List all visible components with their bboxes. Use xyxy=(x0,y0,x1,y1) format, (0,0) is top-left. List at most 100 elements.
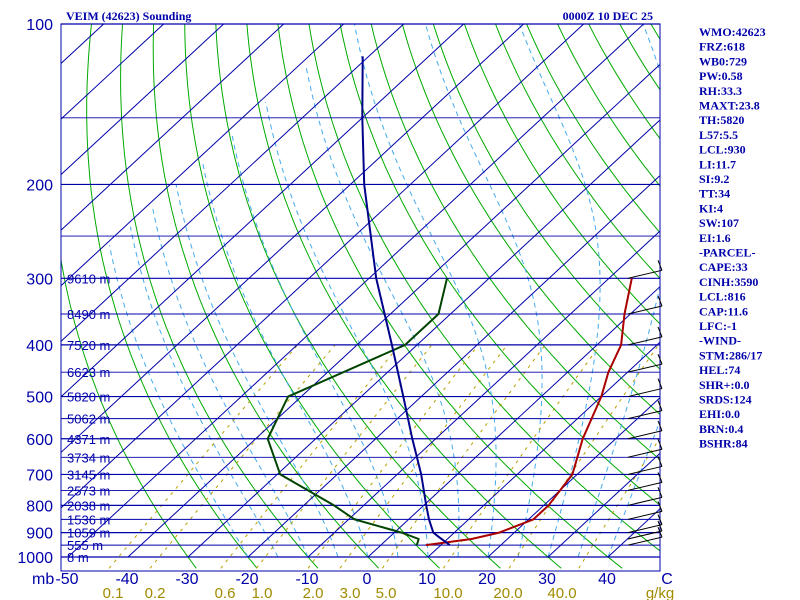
mixing-ratio-line xyxy=(220,344,400,569)
wind-barb-flag xyxy=(657,526,663,538)
height-label: 2038 m xyxy=(67,498,110,513)
chart-title: VEIM (42623) Sounding xyxy=(66,9,191,23)
isotherm-line xyxy=(187,119,660,558)
stability-index: RH:33.3 xyxy=(699,84,742,98)
wind-barb-flag xyxy=(657,501,663,512)
dry-adiabat-line xyxy=(308,24,660,552)
height-label: 8 m xyxy=(67,550,89,565)
stability-index: BRN:0.4 xyxy=(699,422,743,436)
temperature-tick-label: 40 xyxy=(598,571,616,588)
moist-adiabat-line xyxy=(518,24,601,558)
mixing-ratio-labels: 0.1 0.2 0.6 1.0 2.0 3.0 5.0 10.0 20.0 40.0 g/kg xyxy=(103,585,675,600)
dry-adiabat-line xyxy=(215,24,501,569)
isotherms xyxy=(61,24,660,558)
moist-adiabats xyxy=(109,24,660,558)
dry-adiabat-line xyxy=(246,24,562,569)
dry-adiabat-line xyxy=(432,24,660,370)
temperature-tick-label: -40 xyxy=(115,571,138,588)
height-label: 6623 m xyxy=(67,365,110,380)
wind-barb-flag xyxy=(657,487,663,498)
wind-barb xyxy=(627,530,663,540)
stability-index: KI:4 xyxy=(699,201,723,215)
isotherm-line xyxy=(247,174,660,558)
stability-index: TT:34 xyxy=(699,187,730,201)
wind-barb-flag xyxy=(657,295,663,307)
mixing-ratio-line xyxy=(339,344,508,569)
pressure-tick-label: 300 xyxy=(26,271,53,288)
dry-adiabat-line xyxy=(401,24,660,416)
dry-adiabat-line xyxy=(339,24,660,506)
temperature-tick-labels: -50 -40 -30 -20 -10 0 10 20 30 40 C xyxy=(55,571,672,588)
stability-index: CINH:3590 xyxy=(699,275,758,289)
wind-barb-flag xyxy=(657,326,663,338)
dry-adiabats xyxy=(61,24,660,569)
dry-adiabat-line xyxy=(120,24,319,569)
stability-indices-panel: WMO:42623FRZ:618WB0:729PW:0.58RH:33.3MAX… xyxy=(699,25,766,451)
temperature-tick-label: 0 xyxy=(363,571,372,588)
stability-index: L57:5.5 xyxy=(699,128,738,142)
isotherm-line xyxy=(547,452,660,558)
moist-adiabat-line xyxy=(151,206,309,558)
mixing-ratio-label: 20.0 xyxy=(493,585,522,600)
moist-adiabat-line xyxy=(201,159,369,558)
dry-adiabat-line xyxy=(494,24,660,280)
dry-adiabat-line xyxy=(184,24,440,569)
wind-barb-flag xyxy=(657,520,663,532)
mixing-ratio-label: 3.0 xyxy=(340,585,361,600)
stability-index: LI:11.7 xyxy=(699,157,736,171)
height-label: 3145 m xyxy=(67,467,110,482)
height-label: 4371 m xyxy=(67,432,110,447)
stability-index: PW:0.58 xyxy=(699,69,743,83)
mixing-ratio-lines xyxy=(108,344,660,569)
moist-adiabat-line xyxy=(129,226,279,558)
isotherm-line xyxy=(367,285,660,558)
isotherm-line xyxy=(67,24,644,558)
dry-adiabat-line xyxy=(370,24,660,461)
chart-time: 0000Z 10 DEC 25 xyxy=(563,9,653,23)
mixing-ratio-line xyxy=(108,344,299,569)
wind-barb xyxy=(627,536,663,546)
wind-barb-flag xyxy=(657,400,663,411)
height-label: 9610 m xyxy=(67,271,110,286)
stability-index: CAP:11.6 xyxy=(699,304,748,318)
parcel-profile xyxy=(361,56,451,546)
pressure-tick-label: 900 xyxy=(26,526,53,543)
stability-index: BSHR:84 xyxy=(699,437,748,451)
height-label: 555 m xyxy=(67,538,103,553)
stability-index: LFC:-1 xyxy=(699,319,737,333)
moist-adiabat-line xyxy=(305,66,460,558)
stability-index: FRZ:618 xyxy=(699,40,745,54)
height-label: 5820 m xyxy=(67,390,110,405)
moist-adiabat-line xyxy=(353,24,497,558)
height-label: 1536 m xyxy=(67,512,110,527)
isotherm-line xyxy=(427,341,660,558)
stability-index: MAXT:23.8 xyxy=(699,99,760,113)
height-label: 8490 m xyxy=(67,307,110,322)
pressure-tick-label: 700 xyxy=(26,467,53,484)
stability-index: LCL:816 xyxy=(699,290,746,304)
wind-barb xyxy=(627,336,663,346)
stability-index: EI:1.6 xyxy=(699,231,731,245)
height-label: 3734 m xyxy=(67,450,110,465)
isotherm-line xyxy=(307,230,660,558)
temperature-tick-label: 30 xyxy=(538,571,556,588)
temperature-tick-label: -20 xyxy=(235,571,258,588)
mixing-ratio-label: 0.1 xyxy=(103,585,124,600)
wind-barb xyxy=(627,269,663,279)
stability-index: CAPE:33 xyxy=(699,260,748,274)
mixing-ratio-line xyxy=(149,344,336,569)
wind-barb-flag xyxy=(657,260,663,271)
mixing-ratio-line xyxy=(442,344,601,569)
temperature-tick-label: C xyxy=(661,571,673,588)
pressure-unit-label: mb xyxy=(32,571,54,588)
moist-adiabat-line xyxy=(265,101,429,558)
wind-barb xyxy=(627,496,663,506)
dry-adiabat-line xyxy=(86,24,258,569)
wind-barb xyxy=(627,305,663,315)
mixing-ratio-label: 1.0 xyxy=(252,585,273,600)
pressure-tick-labels: 100 200 300 400 500 600 700 800 900 1000 xyxy=(17,17,53,567)
dry-adiabat-line xyxy=(463,24,660,325)
mixing-ratio-line xyxy=(381,344,546,569)
stability-index: -WIND- xyxy=(699,334,741,348)
